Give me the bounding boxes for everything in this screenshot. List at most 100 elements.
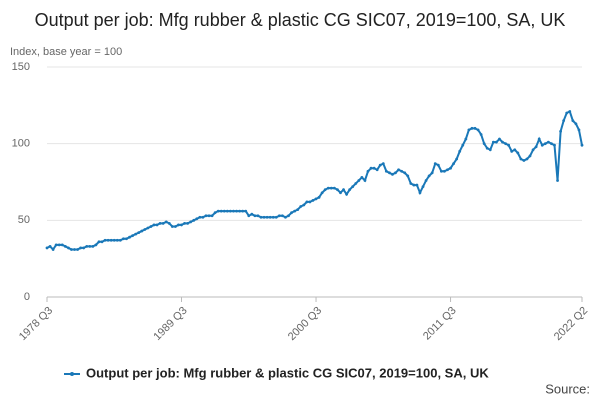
point bbox=[100, 240, 104, 244]
point bbox=[357, 179, 361, 182]
point bbox=[571, 119, 575, 123]
point bbox=[470, 126, 474, 130]
point bbox=[522, 159, 526, 162]
point bbox=[256, 214, 260, 218]
point bbox=[122, 237, 125, 241]
point bbox=[235, 209, 238, 213]
point bbox=[204, 214, 208, 218]
point bbox=[351, 185, 355, 189]
series-line bbox=[46, 110, 583, 252]
point bbox=[97, 240, 101, 244]
point bbox=[281, 214, 284, 218]
point bbox=[82, 246, 86, 250]
point bbox=[504, 142, 507, 146]
y-axis-label: Index, base year = 100 bbox=[10, 46, 122, 58]
point bbox=[137, 231, 141, 235]
point bbox=[229, 209, 232, 213]
point bbox=[372, 166, 376, 170]
point bbox=[277, 214, 281, 218]
point bbox=[360, 176, 364, 179]
point bbox=[409, 182, 413, 185]
point bbox=[519, 157, 523, 161]
point bbox=[118, 238, 122, 242]
point bbox=[366, 169, 370, 173]
point bbox=[510, 149, 514, 153]
point bbox=[430, 171, 434, 175]
point bbox=[67, 246, 70, 250]
point bbox=[391, 172, 394, 176]
point bbox=[177, 223, 180, 227]
point bbox=[305, 200, 309, 204]
point bbox=[348, 188, 352, 192]
point bbox=[302, 203, 306, 207]
point bbox=[513, 148, 517, 152]
point bbox=[345, 192, 348, 196]
point bbox=[174, 225, 177, 228]
point bbox=[284, 215, 287, 219]
point bbox=[565, 111, 569, 115]
y-tick-label: 150 bbox=[12, 61, 30, 73]
point bbox=[546, 140, 550, 144]
point bbox=[192, 218, 196, 222]
point bbox=[91, 245, 95, 248]
point bbox=[543, 142, 547, 146]
point bbox=[183, 222, 186, 225]
point bbox=[476, 128, 480, 132]
x-tick-label: 2011 Q3 bbox=[421, 305, 459, 343]
x-tick-label: 2000 Q3 bbox=[286, 305, 324, 343]
point bbox=[415, 183, 419, 187]
point bbox=[293, 209, 297, 213]
point bbox=[574, 122, 578, 126]
point bbox=[528, 154, 532, 158]
point bbox=[336, 188, 339, 192]
x-tick-label: 1978 Q3 bbox=[17, 305, 55, 343]
point bbox=[149, 225, 153, 228]
point bbox=[403, 171, 407, 175]
point bbox=[207, 214, 211, 218]
point bbox=[388, 171, 391, 175]
point bbox=[60, 243, 64, 247]
point bbox=[164, 220, 168, 224]
point bbox=[498, 137, 501, 141]
point bbox=[562, 119, 566, 123]
point bbox=[384, 169, 388, 173]
point bbox=[467, 128, 471, 132]
point bbox=[134, 232, 138, 236]
point bbox=[381, 162, 385, 166]
point bbox=[128, 235, 131, 239]
point bbox=[418, 191, 422, 195]
point bbox=[268, 215, 272, 219]
point bbox=[439, 169, 443, 173]
point bbox=[464, 137, 468, 141]
point bbox=[339, 191, 342, 195]
point bbox=[88, 245, 92, 248]
x-tick-label: 1989 Q3 bbox=[151, 305, 189, 343]
point bbox=[94, 243, 98, 247]
point bbox=[354, 182, 358, 185]
point bbox=[397, 168, 400, 172]
point bbox=[317, 195, 321, 199]
point bbox=[195, 217, 199, 221]
point bbox=[577, 128, 581, 132]
point bbox=[406, 174, 410, 178]
point bbox=[553, 143, 556, 147]
point bbox=[424, 179, 428, 182]
point bbox=[287, 214, 290, 218]
point bbox=[158, 222, 162, 225]
point bbox=[152, 223, 156, 227]
point bbox=[167, 222, 171, 225]
point bbox=[531, 148, 535, 152]
x-tick-label: 2022 Q2 bbox=[552, 305, 590, 343]
point bbox=[63, 245, 67, 248]
point bbox=[363, 179, 367, 182]
point bbox=[262, 215, 266, 219]
point bbox=[495, 140, 498, 144]
point bbox=[320, 191, 324, 195]
point bbox=[79, 246, 83, 250]
point bbox=[534, 145, 538, 149]
point bbox=[458, 149, 462, 153]
point bbox=[436, 163, 440, 167]
point bbox=[559, 130, 562, 133]
point bbox=[115, 238, 119, 242]
